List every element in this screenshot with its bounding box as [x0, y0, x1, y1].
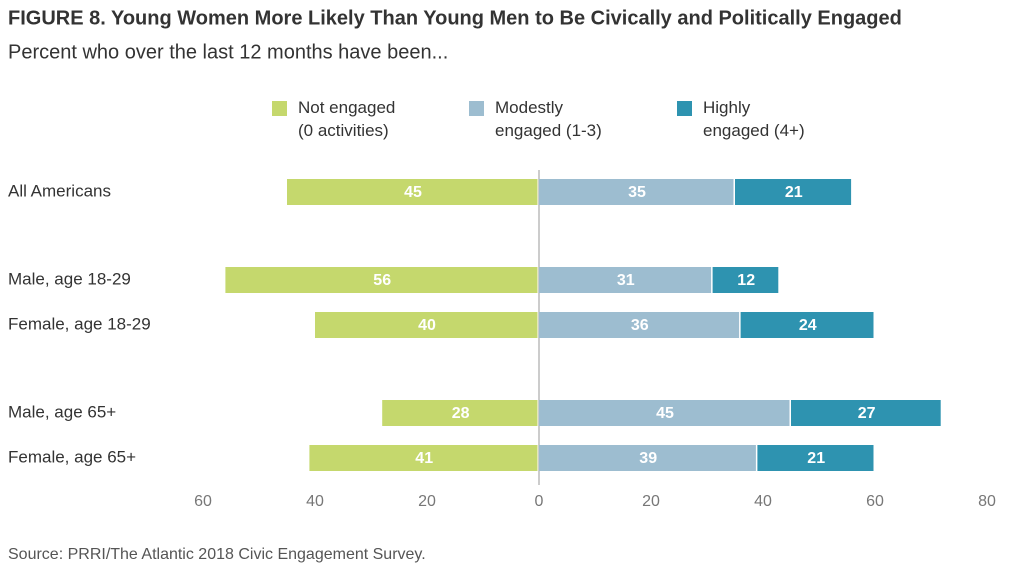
bar — [757, 445, 874, 471]
legend-swatch — [677, 101, 692, 116]
bar — [287, 179, 538, 205]
y-tick-label: Male, age 18-29 — [8, 269, 131, 288]
bar-label: 21 — [785, 184, 803, 201]
source: Source: PRRI/The Atlantic 2018 Civic Eng… — [8, 546, 426, 563]
bar — [539, 445, 756, 471]
bar — [225, 267, 538, 293]
bar — [712, 267, 779, 293]
chart-subtitle: Percent who over the last 12 months have… — [8, 41, 448, 63]
bar — [735, 179, 852, 205]
bar-label: 28 — [452, 405, 470, 422]
bar — [539, 267, 712, 293]
x-tick-label: 40 — [306, 493, 324, 510]
y-tick-label: All Americans — [8, 181, 111, 200]
legend-label: Modestly engaged (1-3) — [495, 98, 602, 140]
x-tick-label: 20 — [418, 493, 436, 510]
x-tick-label: 80 — [978, 493, 996, 510]
y-tick-label: Female, age 65+ — [8, 447, 136, 466]
bar — [791, 400, 941, 426]
y-tick-label: Male, age 65+ — [8, 402, 116, 421]
bar — [539, 400, 790, 426]
bar-label: 56 — [373, 272, 391, 289]
legend-swatch — [272, 101, 287, 116]
chart-title: FIGURE 8. Young Women More Likely Than Y… — [8, 7, 902, 29]
bar-label: 27 — [858, 405, 876, 422]
legend-swatch — [469, 101, 484, 116]
bar — [309, 445, 538, 471]
bar-label: 24 — [799, 317, 817, 334]
x-tick-label: 60 — [194, 493, 212, 510]
bar-label: 12 — [737, 272, 755, 289]
bar-label: 36 — [631, 317, 649, 334]
bar — [539, 179, 734, 205]
x-tick-label: 20 — [642, 493, 660, 510]
bar — [315, 312, 538, 338]
x-tick-label: 0 — [535, 493, 544, 510]
bar — [539, 312, 740, 338]
bar-label: 40 — [418, 317, 436, 334]
legend-label: Not engaged (0 activities) — [298, 98, 396, 140]
bar-label: 35 — [628, 184, 646, 201]
bar-label: 39 — [639, 450, 657, 467]
bar-label: 45 — [404, 184, 422, 201]
x-tick-label: 60 — [866, 493, 884, 510]
bar — [382, 400, 538, 426]
bar-label: 45 — [656, 405, 674, 422]
bar-label: 31 — [617, 272, 635, 289]
bar — [740, 312, 874, 338]
bar-label: 21 — [807, 450, 825, 467]
bar-label: 41 — [415, 450, 433, 467]
y-tick-label: Female, age 18-29 — [8, 314, 151, 333]
x-tick-label: 40 — [754, 493, 772, 510]
legend-label: Highly engaged (4+) — [703, 98, 805, 140]
